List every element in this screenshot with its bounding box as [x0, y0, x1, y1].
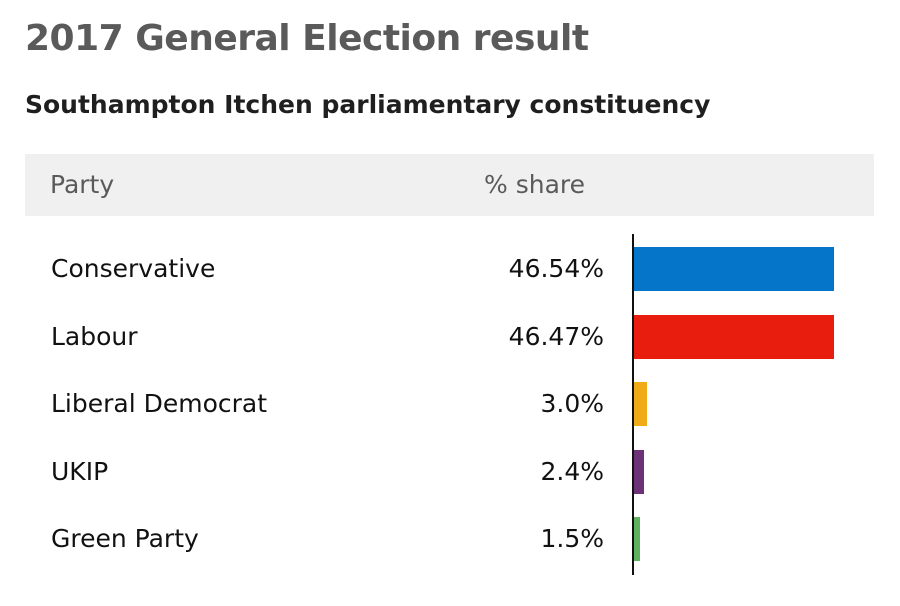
chart-axis-line: [632, 234, 634, 575]
table-row: Conservative 46.54%: [0, 247, 900, 291]
table-row: Green Party 1.5%: [0, 517, 900, 561]
table-row: Liberal Democrat 3.0%: [0, 382, 900, 426]
bar-labour: [634, 315, 834, 359]
share-value: 2.4%: [540, 457, 604, 486]
share-value: 3.0%: [540, 389, 604, 418]
bar-conservative: [634, 247, 834, 291]
party-name: Green Party: [51, 524, 199, 553]
bar-green-party: [634, 517, 641, 561]
party-name: Conservative: [51, 254, 216, 283]
table-header-bar: [25, 154, 874, 216]
share-value: 1.5%: [540, 524, 604, 553]
party-name: Labour: [51, 322, 138, 351]
share-value: 46.47%: [508, 322, 604, 351]
chart-subtitle: Southampton Itchen parliamentary constit…: [25, 90, 711, 119]
party-name: Liberal Democrat: [51, 389, 268, 418]
column-header-share: % share: [484, 170, 586, 199]
table-row: Labour 46.47%: [0, 315, 900, 359]
table-row: UKIP 2.4%: [0, 450, 900, 494]
bar-liberal-democrat: [634, 382, 647, 426]
column-header-party: Party: [50, 170, 115, 199]
chart-title: 2017 General Election result: [25, 18, 589, 59]
share-value: 46.54%: [508, 254, 604, 283]
bar-ukip: [634, 450, 645, 494]
party-name: UKIP: [51, 457, 109, 486]
